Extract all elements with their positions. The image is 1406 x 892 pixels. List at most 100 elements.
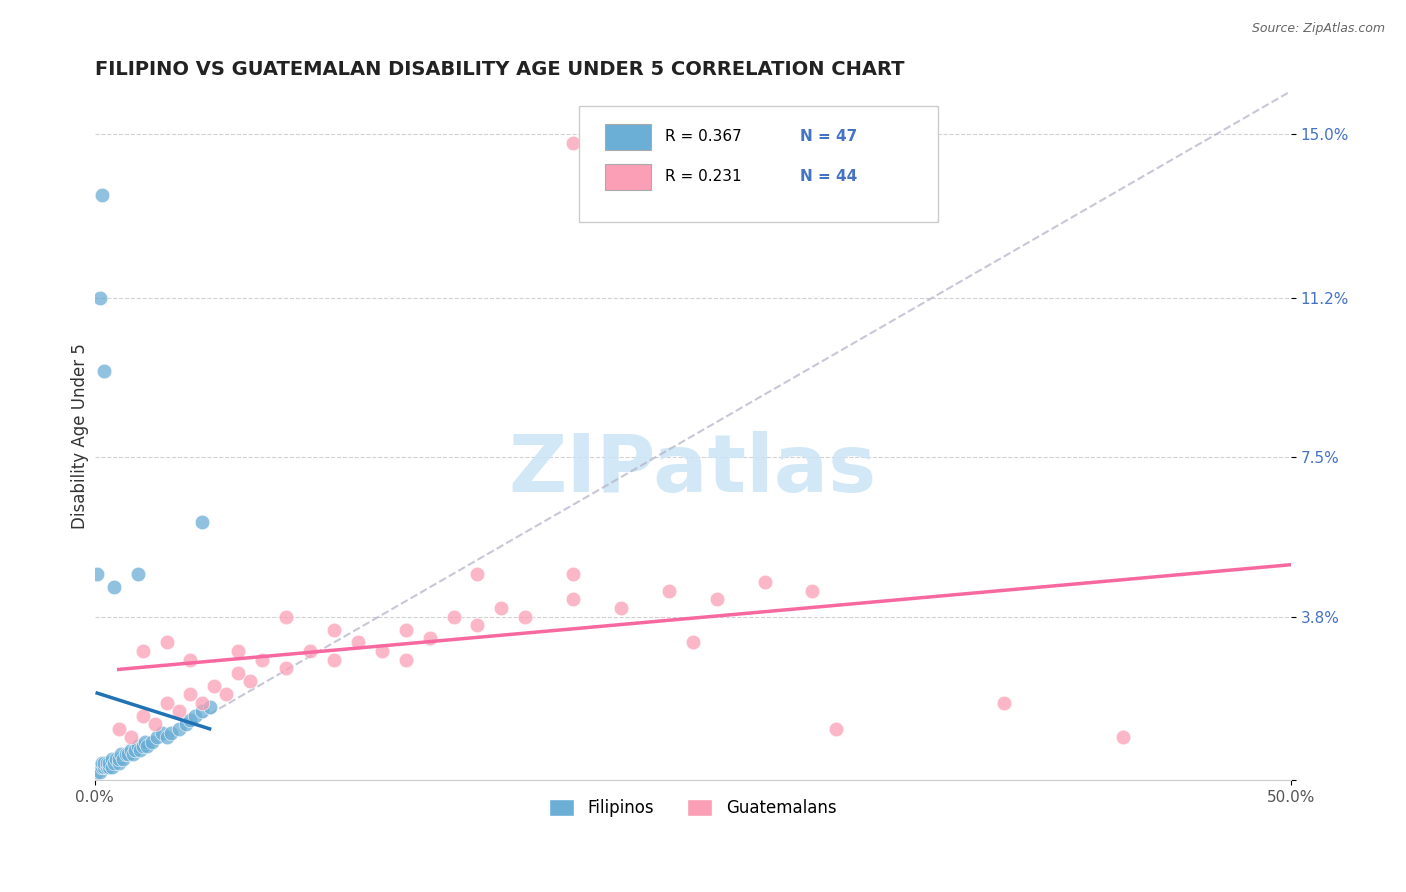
Guatemalans: [120, 730, 142, 744]
Filipinos: [91, 756, 114, 770]
Filipinos: [191, 515, 214, 529]
Guatemalans: [682, 635, 704, 649]
Filipinos: [112, 752, 135, 766]
Filipinos: [91, 187, 114, 202]
Guatemalans: [155, 696, 177, 710]
Guatemalans: [143, 717, 166, 731]
Text: FILIPINO VS GUATEMALAN DISABILITY AGE UNDER 5 CORRELATION CHART: FILIPINO VS GUATEMALAN DISABILITY AGE UN…: [94, 60, 904, 78]
Guatemalans: [323, 623, 346, 637]
Guatemalans: [202, 679, 225, 693]
Filipinos: [120, 743, 142, 757]
Guatemalans: [191, 696, 214, 710]
Filipinos: [198, 700, 221, 714]
Filipinos: [89, 760, 111, 774]
Guatemalans: [215, 687, 238, 701]
Guatemalans: [562, 136, 585, 150]
Filipinos: [93, 756, 115, 770]
Filipinos: [89, 291, 111, 305]
Filipinos: [129, 743, 152, 757]
Guatemalans: [610, 601, 633, 615]
Filipinos: [107, 752, 129, 766]
Guatemalans: [107, 722, 129, 736]
Guatemalans: [443, 609, 465, 624]
Filipinos: [117, 747, 139, 762]
Guatemalans: [371, 644, 394, 658]
Guatemalans: [276, 661, 298, 675]
Guatemalans: [706, 592, 728, 607]
Guatemalans: [801, 583, 824, 598]
Filipinos: [91, 760, 114, 774]
Text: N = 44: N = 44: [800, 169, 858, 184]
Filipinos: [141, 734, 163, 748]
Filipinos: [107, 756, 129, 770]
Guatemalans: [658, 583, 681, 598]
Guatemalans: [562, 592, 585, 607]
Filipinos: [160, 726, 183, 740]
Guatemalans: [226, 665, 249, 680]
Filipinos: [86, 566, 108, 581]
Guatemalans: [131, 644, 153, 658]
Guatemalans: [276, 609, 298, 624]
Guatemalans: [993, 696, 1015, 710]
Guatemalans: [167, 705, 190, 719]
Filipinos: [150, 726, 173, 740]
Filipinos: [134, 734, 156, 748]
Filipinos: [191, 705, 214, 719]
Filipinos: [167, 722, 190, 736]
Filipinos: [122, 747, 145, 762]
Filipinos: [98, 756, 121, 770]
Guatemalans: [491, 601, 513, 615]
Guatemalans: [562, 566, 585, 581]
Filipinos: [115, 747, 138, 762]
Guatemalans: [252, 653, 274, 667]
Guatemalans: [515, 609, 537, 624]
Filipinos: [179, 713, 201, 727]
Guatemalans: [323, 653, 346, 667]
Filipinos: [100, 752, 122, 766]
Filipinos: [100, 760, 122, 774]
Filipinos: [174, 717, 197, 731]
Filipinos: [96, 756, 118, 770]
Legend: Filipinos, Guatemalans: Filipinos, Guatemalans: [543, 792, 844, 823]
Filipinos: [89, 764, 111, 779]
Filipinos: [98, 760, 121, 774]
Text: ZIPatlas: ZIPatlas: [509, 431, 877, 509]
Filipinos: [93, 760, 115, 774]
Guatemalans: [179, 653, 201, 667]
Filipinos: [93, 364, 115, 378]
Guatemalans: [467, 618, 489, 632]
Text: R = 0.367: R = 0.367: [665, 128, 742, 144]
Guatemalans: [179, 687, 201, 701]
Filipinos: [146, 730, 169, 744]
Filipinos: [136, 739, 159, 753]
Bar: [606, 124, 651, 150]
Filipinos: [96, 760, 118, 774]
Guatemalans: [395, 653, 418, 667]
Filipinos: [184, 708, 207, 723]
Guatemalans: [754, 575, 776, 590]
Guatemalans: [419, 631, 441, 645]
Text: R = 0.231: R = 0.231: [665, 169, 742, 184]
Guatemalans: [299, 644, 322, 658]
Guatemalans: [226, 644, 249, 658]
Guatemalans: [347, 635, 370, 649]
Filipinos: [86, 764, 108, 779]
Filipinos: [155, 730, 177, 744]
Guatemalans: [825, 722, 848, 736]
Filipinos: [127, 739, 149, 753]
Guatemalans: [467, 566, 489, 581]
Filipinos: [124, 743, 146, 757]
Filipinos: [131, 739, 153, 753]
Filipinos: [103, 756, 125, 770]
Text: N = 47: N = 47: [800, 128, 858, 144]
Filipinos: [110, 747, 132, 762]
Filipinos: [105, 752, 128, 766]
Y-axis label: Disability Age Under 5: Disability Age Under 5: [72, 343, 89, 529]
Bar: [606, 163, 651, 190]
Guatemalans: [395, 623, 418, 637]
Filipinos: [103, 580, 125, 594]
Guatemalans: [155, 635, 177, 649]
FancyBboxPatch shape: [579, 106, 938, 222]
Text: Source: ZipAtlas.com: Source: ZipAtlas.com: [1251, 22, 1385, 36]
Guatemalans: [131, 708, 153, 723]
